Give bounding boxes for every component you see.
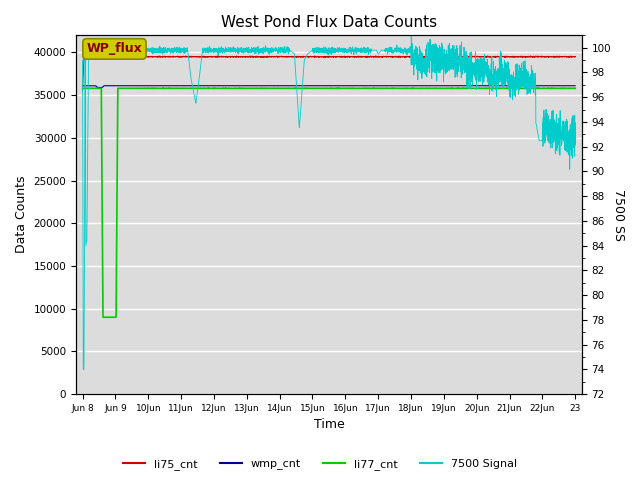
wmp_cnt — [79, 83, 86, 89]
Line: li75_cnt: li75_cnt — [83, 48, 575, 91]
wmp_cnt — [439, 83, 447, 89]
li75_cnt — [310, 53, 318, 59]
wmp_cnt — [572, 83, 579, 89]
Text: WP_flux: WP_flux — [86, 42, 142, 55]
7500 Signal — [408, 33, 415, 38]
li77_cnt — [310, 85, 318, 91]
Title: West Pond Flux Data Counts: West Pond Flux Data Counts — [221, 15, 437, 30]
li77_cnt — [99, 314, 107, 320]
li75_cnt — [168, 54, 175, 60]
7500 Signal — [168, 47, 175, 53]
Legend: li75_cnt, wmp_cnt, li77_cnt, 7500 Signal: li75_cnt, wmp_cnt, li77_cnt, 7500 Signal — [118, 455, 522, 474]
wmp_cnt — [467, 83, 475, 89]
wmp_cnt — [310, 83, 318, 89]
Line: li77_cnt: li77_cnt — [83, 88, 575, 317]
Y-axis label: 7500 SS: 7500 SS — [612, 189, 625, 241]
li77_cnt — [412, 85, 420, 91]
7500 Signal — [467, 61, 475, 67]
li75_cnt — [571, 54, 579, 60]
7500 Signal — [79, 367, 87, 372]
wmp_cnt — [93, 84, 101, 90]
li77_cnt — [409, 85, 417, 91]
Line: 7500 Signal: 7500 Signal — [83, 36, 575, 370]
li75_cnt — [412, 54, 419, 60]
li75_cnt — [79, 88, 86, 94]
li77_cnt — [572, 85, 579, 91]
li77_cnt — [467, 85, 475, 91]
li77_cnt — [571, 85, 579, 91]
7500 Signal — [572, 120, 579, 126]
li75_cnt — [81, 46, 88, 51]
wmp_cnt — [168, 83, 175, 89]
Line: wmp_cnt: wmp_cnt — [83, 86, 575, 87]
7500 Signal — [571, 113, 579, 119]
X-axis label: Time: Time — [314, 419, 344, 432]
7500 Signal — [439, 59, 447, 64]
wmp_cnt — [412, 83, 419, 89]
7500 Signal — [412, 47, 420, 53]
li75_cnt — [572, 54, 579, 60]
li77_cnt — [79, 85, 86, 91]
wmp_cnt — [571, 83, 579, 89]
li77_cnt — [168, 85, 175, 91]
7500 Signal — [310, 45, 318, 51]
li75_cnt — [467, 53, 475, 59]
Y-axis label: Data Counts: Data Counts — [15, 176, 28, 253]
li77_cnt — [439, 85, 447, 91]
li75_cnt — [439, 54, 447, 60]
7500 Signal — [79, 57, 86, 63]
